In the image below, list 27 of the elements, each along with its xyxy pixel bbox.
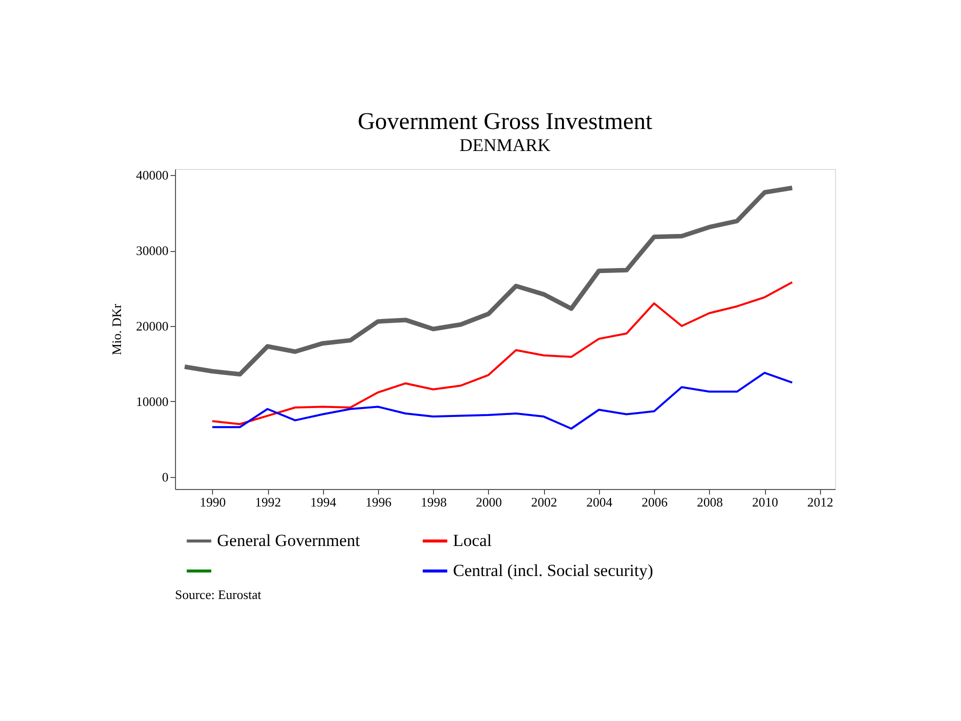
x-tick-label: 1990 (200, 494, 226, 510)
y-tick-label: 40000 (136, 168, 168, 183)
x-tick-label: 1994 (310, 494, 337, 510)
source-note: Source: Eurostat (175, 587, 262, 602)
y-axis-title: Mio. DKr (109, 303, 124, 356)
legend-label: General Government (217, 531, 360, 550)
x-tick-label: 2012 (807, 494, 834, 510)
x-tick-label: 2006 (642, 494, 668, 510)
x-tick-label: 2000 (476, 494, 502, 510)
y-tick-label: 10000 (136, 394, 168, 409)
x-tick-label: 2002 (531, 494, 558, 510)
x-tick-label: 2008 (696, 494, 723, 510)
x-tick-label: 1992 (255, 494, 282, 510)
line-series (211, 372, 794, 430)
line-series (211, 281, 794, 426)
chart-title: Government Gross Investment (358, 109, 653, 135)
x-tick-label: 2004 (586, 494, 613, 510)
legend-label: Local (453, 531, 492, 550)
x-tick-label: 2010 (752, 494, 778, 510)
x-tick-label: 1998 (420, 494, 447, 510)
y-tick-label: 30000 (136, 243, 168, 258)
x-tick-label: 1996 (365, 494, 392, 510)
y-tick-label: 0 (162, 469, 168, 484)
line-series (182, 186, 794, 377)
y-tick-label: 20000 (136, 318, 168, 334)
legend-label: Central (incl. Social security) (453, 561, 654, 580)
chart-subtitle: DENMARK (459, 135, 551, 155)
